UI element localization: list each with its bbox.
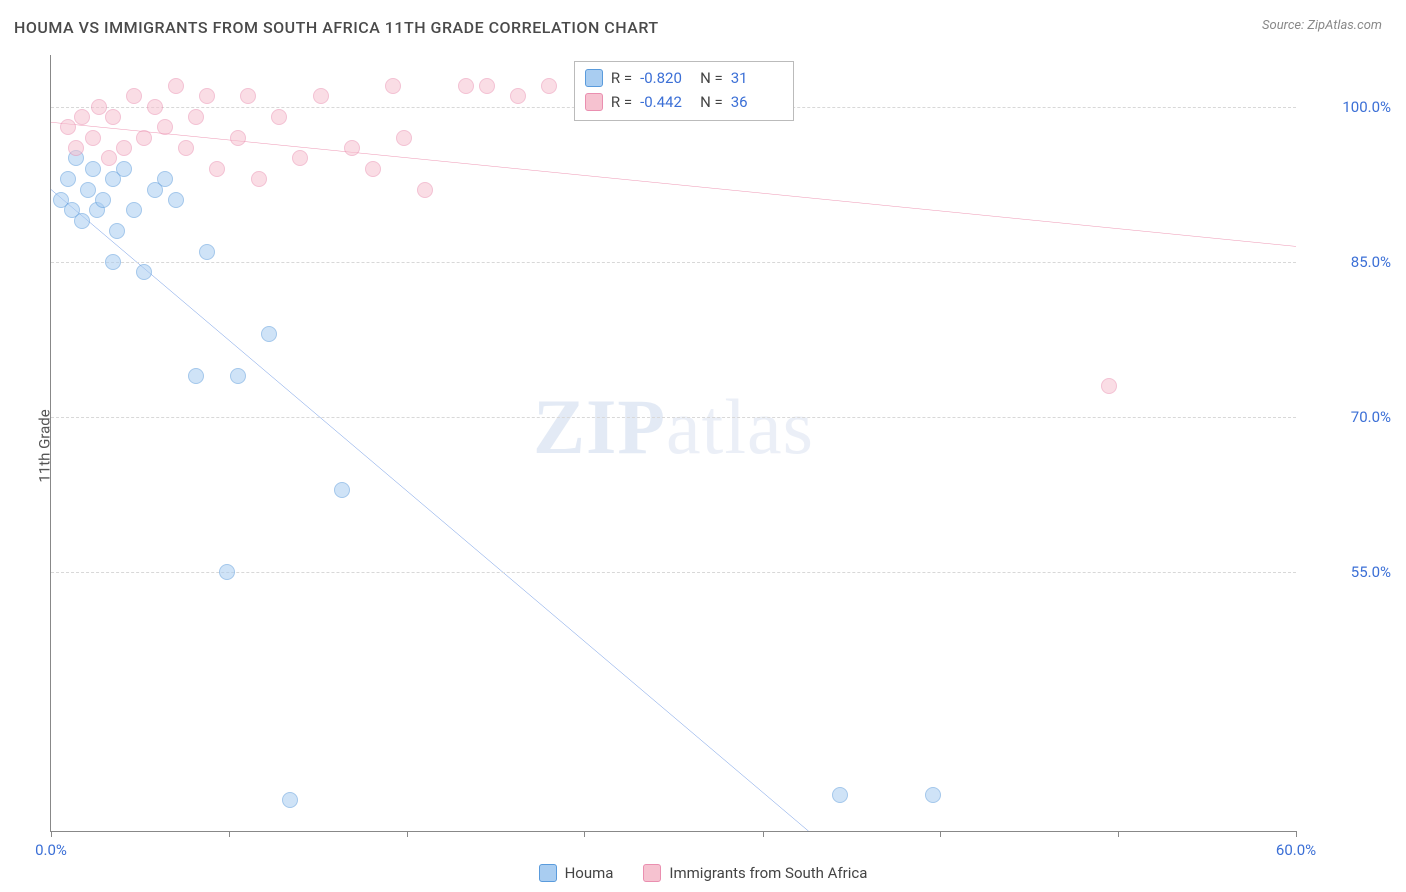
x-tick-mark (763, 831, 764, 837)
n-value: 36 (731, 93, 783, 111)
stats-row: R = -0.820 N = 31 (585, 66, 783, 90)
x-tick-label: 60.0% (1276, 841, 1316, 859)
scatter-point (80, 182, 96, 198)
x-tick-mark (229, 831, 230, 837)
legend-swatch (585, 93, 603, 111)
x-tick-mark (407, 831, 408, 837)
gridline-h (51, 417, 1296, 418)
scatter-point (74, 213, 90, 229)
scatter-point (157, 119, 173, 135)
legend-item: Immigrants from South Africa (643, 864, 867, 882)
y-tick-label: 70.0% (1306, 408, 1391, 426)
scatter-point (136, 264, 152, 280)
scatter-point (168, 192, 184, 208)
scatter-point (188, 368, 204, 384)
scatter-point (925, 787, 941, 803)
scatter-point (219, 564, 235, 580)
legend-swatch (585, 69, 603, 87)
scatter-point (85, 161, 101, 177)
scatter-point (126, 202, 142, 218)
scatter-point (147, 99, 163, 115)
page-title: HOUMA VS IMMIGRANTS FROM SOUTH AFRICA 11… (14, 18, 659, 37)
r-label: R = (611, 69, 632, 87)
scatter-point (510, 88, 526, 104)
scatter-point (385, 78, 401, 94)
stats-legend: R = -0.820 N = 31 R = -0.442 N = 36 (574, 61, 794, 121)
scatter-point (74, 109, 90, 125)
gridline-h (51, 262, 1296, 263)
scatter-point (60, 171, 76, 187)
scatter-point (261, 326, 277, 342)
source-label: Source: ZipAtlas.com (1262, 18, 1382, 33)
x-tick-mark (1118, 831, 1119, 837)
y-tick-label: 85.0% (1306, 253, 1391, 271)
scatter-point (188, 109, 204, 125)
gridline-h (51, 572, 1296, 573)
legend-item: Houma (539, 864, 614, 882)
scatter-point (344, 140, 360, 156)
legend-label: Immigrants from South Africa (669, 864, 867, 882)
scatter-point (105, 254, 121, 270)
scatter-point (199, 88, 215, 104)
bottom-legend: Houma Immigrants from South Africa (0, 864, 1406, 882)
scatter-point (458, 78, 474, 94)
chart-area: ZIPatlas 55.0%70.0%85.0%100.0%0.0%60.0%R… (50, 55, 1296, 832)
scatter-point (230, 368, 246, 384)
x-tick-mark (1296, 831, 1297, 837)
scatter-point (178, 140, 194, 156)
scatter-point (136, 130, 152, 146)
scatter-point (109, 223, 125, 239)
scatter-point (417, 182, 433, 198)
x-tick-mark (940, 831, 941, 837)
scatter-point (479, 78, 495, 94)
x-tick-label: 0.0% (35, 841, 67, 859)
scatter-point (116, 161, 132, 177)
scatter-point (240, 88, 256, 104)
scatter-point (85, 130, 101, 146)
n-label: N = (700, 69, 723, 87)
legend-swatch (643, 864, 661, 882)
scatter-point (116, 140, 132, 156)
scatter-point (334, 482, 350, 498)
scatter-point (292, 150, 308, 166)
scatter-point (91, 99, 107, 115)
scatter-point (396, 130, 412, 146)
scatter-point (126, 88, 142, 104)
n-label: N = (700, 93, 723, 111)
scatter-point (1101, 378, 1117, 394)
scatter-point (199, 244, 215, 260)
scatter-point (832, 787, 848, 803)
scatter-point (271, 109, 287, 125)
stats-row: R = -0.442 N = 36 (585, 90, 783, 114)
scatter-point (251, 171, 267, 187)
r-label: R = (611, 93, 632, 111)
scatter-point (209, 161, 225, 177)
scatter-point (282, 792, 298, 808)
scatter-point (60, 119, 76, 135)
x-tick-mark (584, 831, 585, 837)
scatter-point (95, 192, 111, 208)
trend-line (51, 190, 808, 831)
scatter-point (168, 78, 184, 94)
r-value: -0.442 (640, 93, 692, 111)
scatter-point (105, 109, 121, 125)
plot-area: ZIPatlas 55.0%70.0%85.0%100.0%0.0%60.0%R… (50, 55, 1296, 832)
scatter-point (68, 140, 84, 156)
scatter-point (157, 171, 173, 187)
scatter-point (101, 150, 117, 166)
scatter-point (541, 78, 557, 94)
scatter-point (230, 130, 246, 146)
scatter-point (313, 88, 329, 104)
x-tick-mark (51, 831, 52, 837)
r-value: -0.820 (640, 69, 692, 87)
legend-label: Houma (565, 864, 614, 882)
legend-swatch (539, 864, 557, 882)
y-tick-label: 55.0% (1306, 563, 1391, 581)
scatter-point (365, 161, 381, 177)
trend-lines (51, 55, 1296, 831)
y-tick-label: 100.0% (1306, 98, 1391, 116)
n-value: 31 (731, 69, 783, 87)
